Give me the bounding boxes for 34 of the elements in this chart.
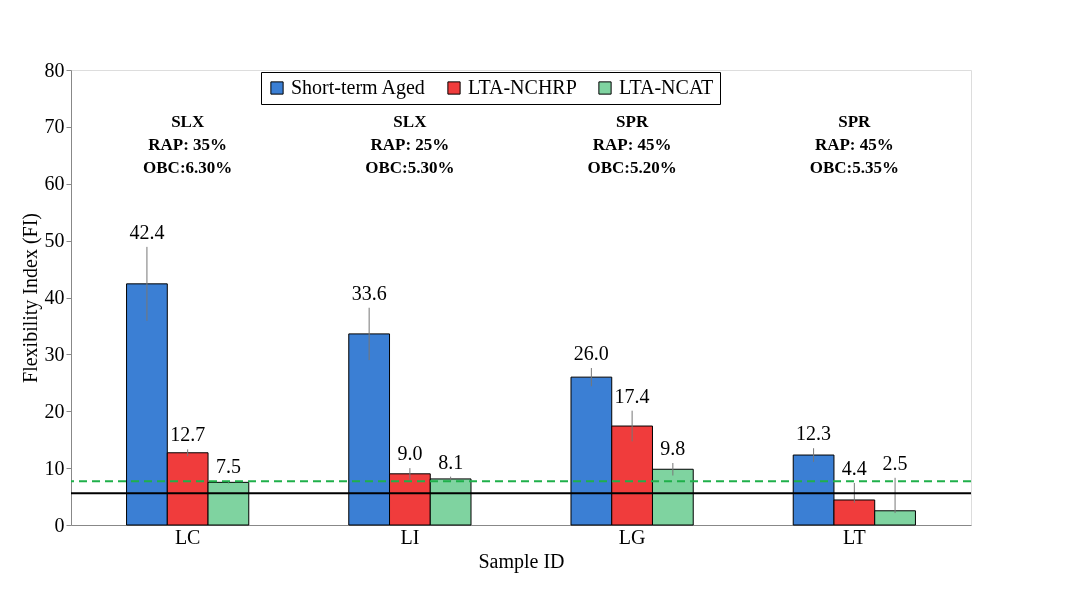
data-label: 7.5 [215, 455, 241, 478]
annotation: SLX RAP: 25% OBC:5.30% [365, 112, 455, 177]
x-axis-title: Sample ID [478, 549, 565, 573]
data-label: 9.0 [397, 442, 423, 465]
legend-label: LTA-NCAT [619, 76, 714, 98]
y-tick-label: 60 [44, 172, 65, 195]
data-label: 17.4 [614, 384, 650, 407]
data-label: 12.7 [170, 423, 206, 446]
x-tick-label: LG [618, 525, 646, 548]
data-label: 42.4 [129, 220, 165, 243]
y-tick-label: 40 [44, 286, 65, 308]
legend-label: Short-term Aged [291, 76, 425, 99]
data-label: 2.5 [882, 451, 908, 474]
data-label: 9.8 [660, 437, 686, 460]
data-label: 33.6 [351, 281, 387, 304]
y-tick-label: 0 [54, 513, 65, 536]
y-tick-label: 70 [44, 115, 65, 138]
annotation: SPR RAP: 45% OBC:5.35% [809, 112, 899, 177]
annotation: SLX RAP: 35% OBC:6.30% [143, 112, 233, 177]
data-label: 4.4 [841, 456, 867, 479]
legend-label: LTA-NCHRP [468, 76, 577, 98]
y-tick-label: 10 [44, 456, 65, 479]
data-label: 12.3 [796, 422, 832, 445]
y-tick-label: 20 [44, 399, 65, 422]
x-tick-label: LI [400, 525, 420, 548]
annotation: SPR RAP: 45% OBC:5.20% [587, 112, 677, 177]
y-axis-title: Flexibility Index (FI) [18, 213, 42, 383]
y-tick-label: 80 [44, 58, 65, 81]
x-tick-label: LT [843, 525, 866, 548]
x-tick-label: LC [174, 525, 201, 548]
y-tick-label: 30 [44, 342, 65, 365]
y-tick-label: 50 [44, 229, 65, 252]
data-label: 26.0 [573, 342, 609, 365]
data-label: 8.1 [438, 450, 464, 473]
